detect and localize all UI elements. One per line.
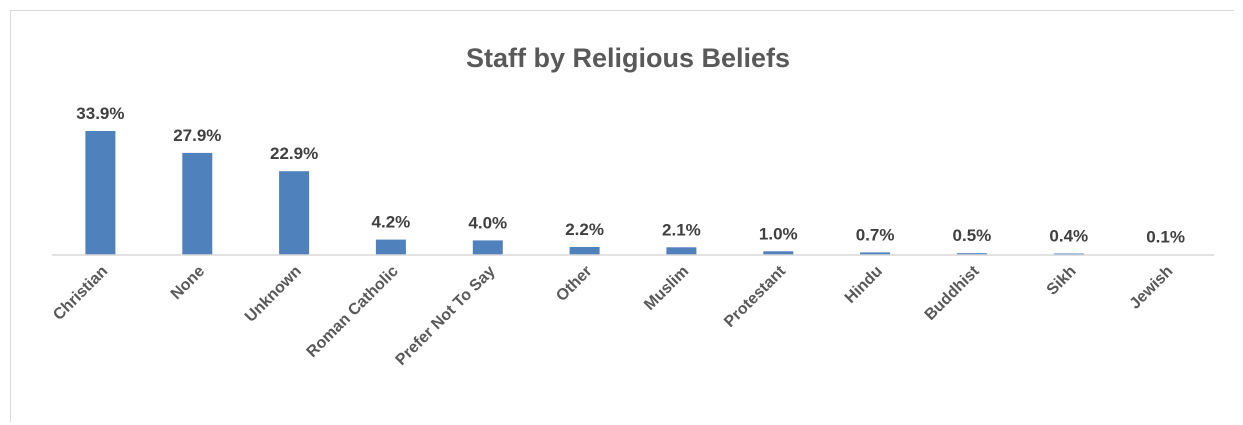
- data-label: 2.1%: [662, 220, 701, 239]
- x-tick-label: Muslim: [641, 263, 692, 314]
- bar-muslim: [666, 247, 697, 255]
- bar-christian: [85, 131, 116, 255]
- x-tick-label: Jewish: [1127, 263, 1177, 313]
- chart-title: Staff by Religious Beliefs: [466, 43, 790, 73]
- bar-none: [182, 152, 213, 255]
- data-label: 1.0%: [759, 224, 798, 243]
- x-tick-label: Christian: [50, 263, 111, 324]
- data-label: 0.1%: [1146, 228, 1185, 247]
- data-label: 33.9%: [76, 104, 124, 123]
- data-labels-group: 33.9% 27.9% 22.9% 4.2% 4.0% 2.2% 2.1% 1.0% 0.7% 0…: [76, 104, 1185, 247]
- data-label: 22.9%: [270, 144, 318, 163]
- bars-group: [85, 131, 1181, 256]
- x-tick-label: Protestant: [721, 262, 789, 330]
- x-tick-label: Other: [553, 263, 595, 305]
- chart-frame: [10, 10, 1234, 422]
- bar-hindu: [860, 252, 891, 255]
- x-tick-label: Unknown: [242, 263, 305, 326]
- data-label: 4.0%: [468, 213, 507, 232]
- bar-roman-catholic: [375, 239, 406, 255]
- data-label: 0.7%: [856, 225, 895, 244]
- bar-protestant: [763, 251, 794, 255]
- bar-other: [569, 247, 600, 255]
- data-label: 4.2%: [372, 213, 411, 232]
- x-tick-label: Roman Catholic: [304, 263, 402, 361]
- bar-buddhist: [956, 253, 987, 255]
- data-label: 2.2%: [565, 220, 604, 239]
- x-tick-label: Prefer Not To Say: [393, 263, 499, 369]
- x-tick-label: Sikh: [1044, 263, 1080, 299]
- data-label: 0.5%: [953, 226, 992, 245]
- bar-prefer-not-to-say: [472, 240, 503, 255]
- data-label: 27.9%: [173, 126, 221, 145]
- x-tick-label: None: [168, 263, 208, 303]
- x-tick-label: Hindu: [842, 263, 886, 307]
- bar-unknown: [279, 171, 310, 255]
- x-tick-label: Buddhist: [922, 262, 984, 324]
- data-label: 0.4%: [1049, 227, 1088, 246]
